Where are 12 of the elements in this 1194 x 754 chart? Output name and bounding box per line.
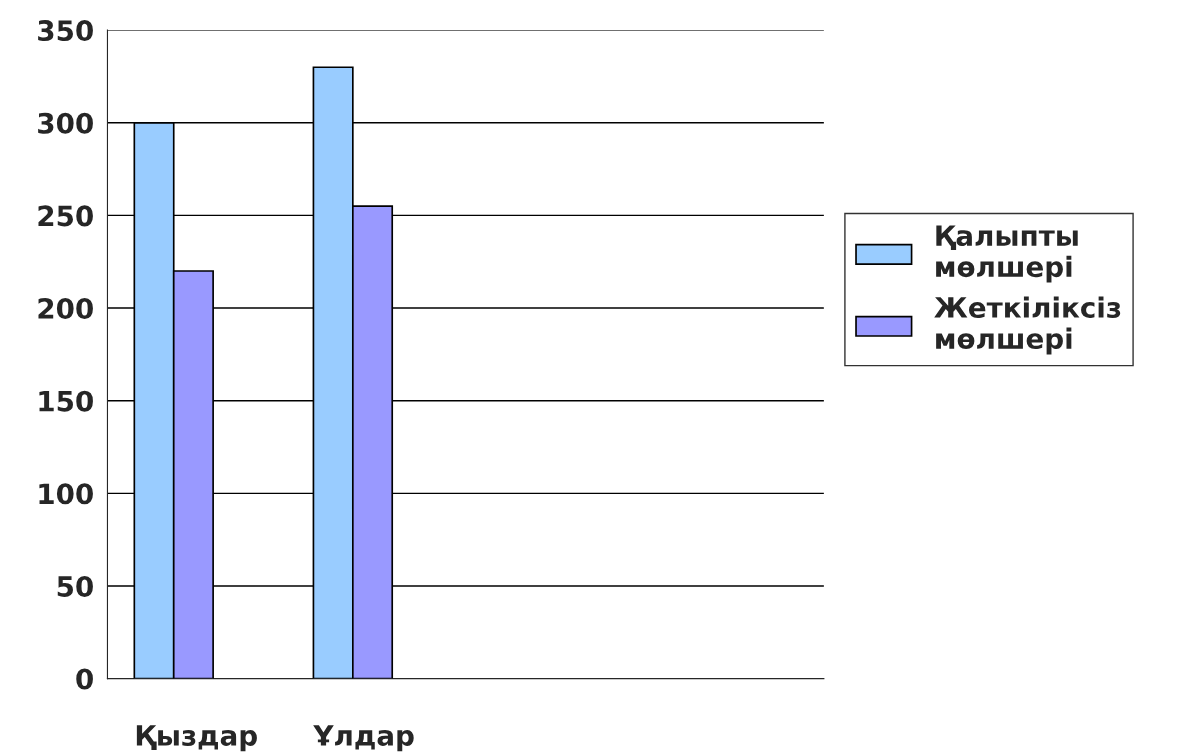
y-tick-label: 150 — [39, 390, 93, 412]
legend-label: Қалыпты мөлшері — [936, 225, 1078, 283]
x-tick-label: Қыздар — [136, 725, 257, 752]
x-tick-label: Ұлдар — [313, 725, 414, 752]
y-tick-label: 350 — [38, 20, 93, 42]
legend-label: Жеткіліксіз мөлшері — [934, 296, 1121, 355]
y-tick-label: 200 — [38, 298, 93, 320]
y-tick-label: 250 — [38, 205, 93, 227]
y-tick-label: 100 — [39, 483, 93, 505]
y-tick-label: 50 — [57, 575, 93, 597]
y-tick-label: 0 — [76, 668, 93, 690]
y-tick-label: 300 — [38, 112, 93, 134]
